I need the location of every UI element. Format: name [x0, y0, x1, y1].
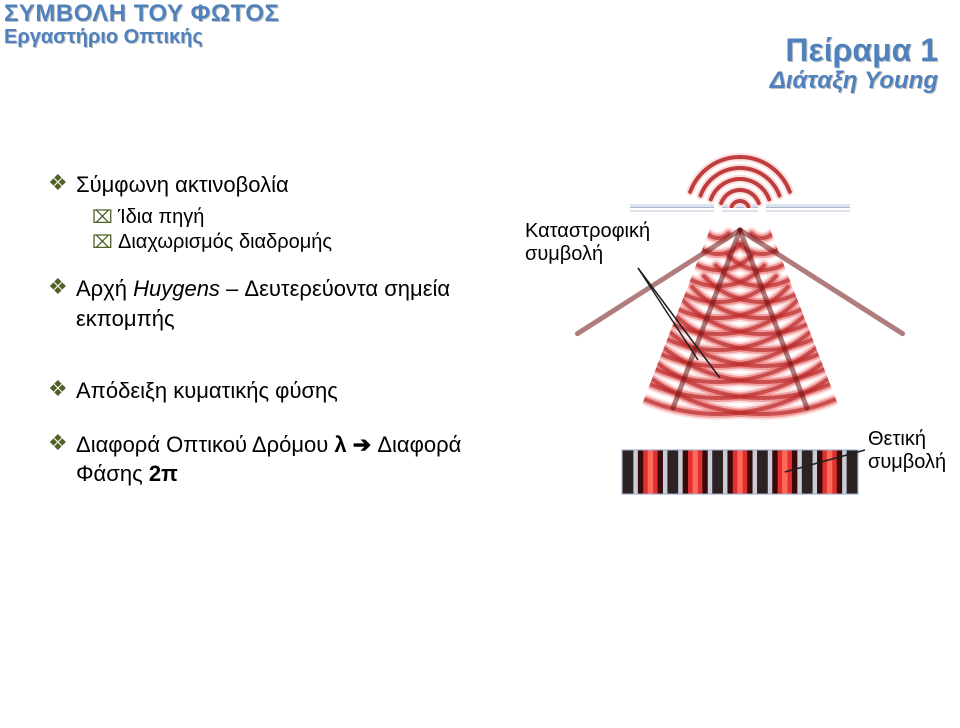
- list-item: ❖ Απόδειξη κυματικής φύσης: [48, 376, 488, 406]
- diamond-bullet-icon: ❖: [48, 376, 76, 402]
- interference-diagram: Καταστροφικήσυμβολή Θετικήσυμβολή: [530, 150, 930, 520]
- list-item: ❖ Σύμφωνη ακτινοβολία: [48, 170, 488, 200]
- sub-bullet-text: Ίδια πηγή: [118, 206, 204, 229]
- lab-name: Εργαστήριο Οπτικής: [4, 26, 279, 49]
- destructive-label: Καταστροφικήσυμβολή: [525, 220, 650, 266]
- checkbox-icon: ⌧: [92, 206, 118, 229]
- text-fragment: Διαφορά Οπτικού Δρόμου: [76, 432, 334, 457]
- list-sub-item: ⌧ Ίδια πηγή: [92, 206, 488, 229]
- bullet-text: Σύμφωνη ακτινοβολία: [76, 170, 289, 200]
- checkbox-icon: ⌧: [92, 231, 118, 254]
- constructive-label: Θετικήσυμβολή: [868, 428, 946, 474]
- experiment-setup: Διάταξη Young: [770, 67, 938, 95]
- bullet-text: Διαφορά Οπτικού Δρόμου λ ➔ Διαφορά Φάσης…: [76, 430, 488, 489]
- experiment-number: Πείραμα 1: [770, 32, 938, 69]
- text-fragment: Αρχή: [76, 276, 133, 301]
- list-item: ❖ Αρχή Huygens – Δευτερεύοντα σημεία εκπ…: [48, 274, 488, 333]
- text-italic: Huygens: [133, 276, 220, 301]
- text-bold: 2π: [149, 461, 178, 486]
- page-title: ΣΥΜΒΟΛΗ ΤΟΥ ΦΩΤΟΣ: [4, 0, 279, 28]
- list-item: ❖ Διαφορά Οπτικού Δρόμου λ ➔ Διαφορά Φάσ…: [48, 430, 488, 489]
- diamond-bullet-icon: ❖: [48, 274, 76, 300]
- bullet-text: Αρχή Huygens – Δευτερεύοντα σημεία εκπομ…: [76, 274, 488, 333]
- diamond-bullet-icon: ❖: [48, 430, 76, 456]
- text-bold: λ: [334, 432, 346, 457]
- arrow-icon: ➔: [347, 432, 378, 457]
- list-sub-item: ⌧ Διαχωρισμός διαδρομής: [92, 231, 488, 254]
- sub-bullet-text: Διαχωρισμός διαδρομής: [118, 231, 332, 254]
- bullet-list: ❖ Σύμφωνη ακτινοβολία ⌧ Ίδια πηγή ⌧ Διαχ…: [48, 170, 488, 495]
- bullet-text: Απόδειξη κυματικής φύσης: [76, 376, 338, 406]
- diamond-bullet-icon: ❖: [48, 170, 76, 196]
